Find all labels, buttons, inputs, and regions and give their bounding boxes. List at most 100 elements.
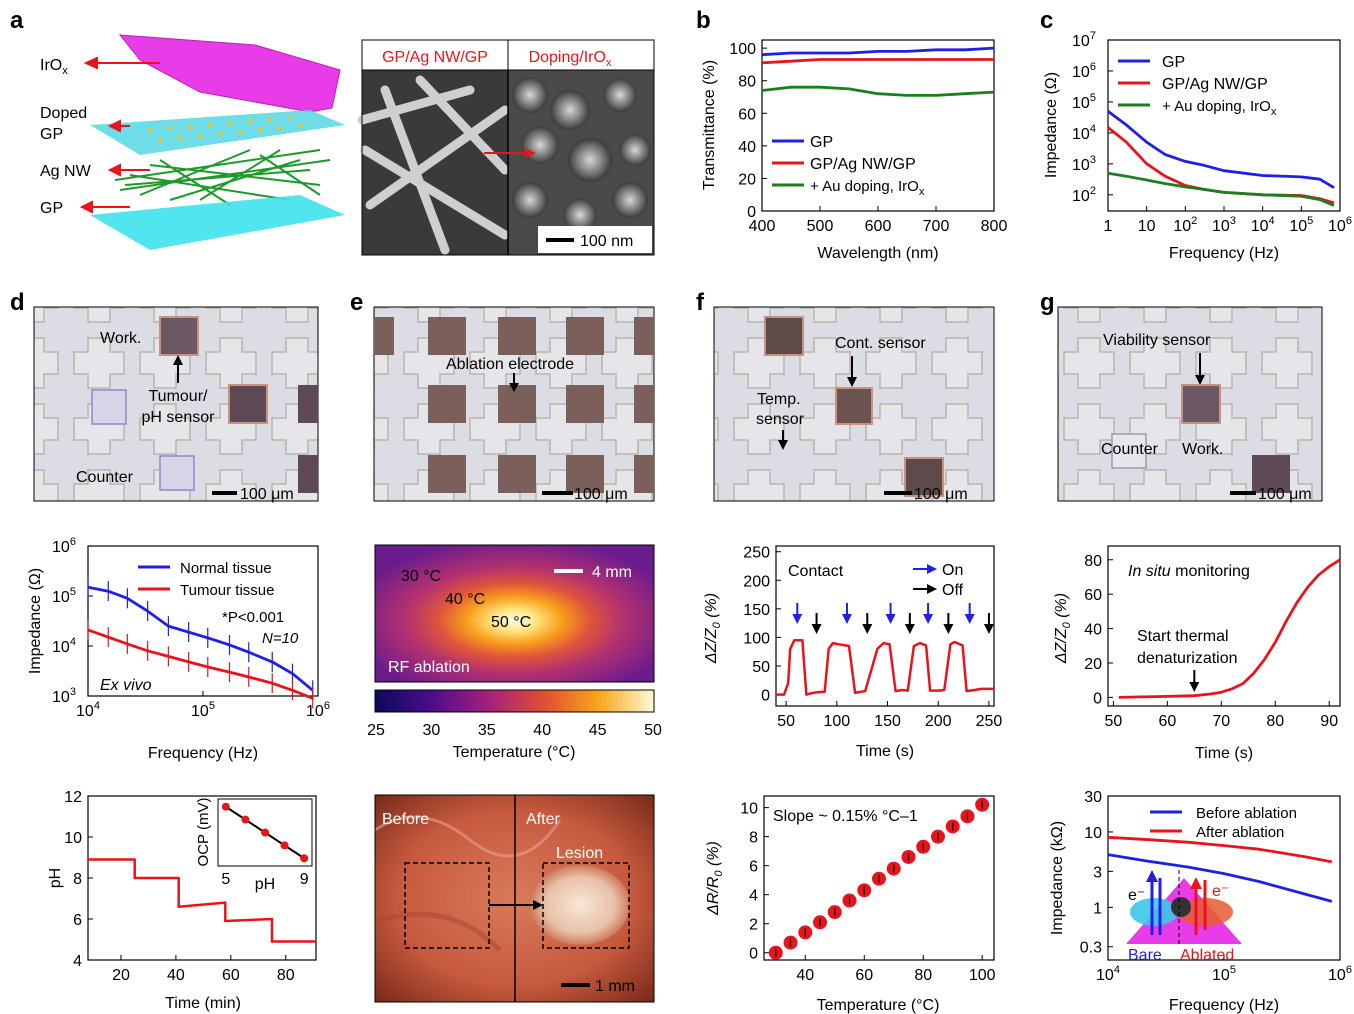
x-tick-label: 50 <box>777 713 795 730</box>
colorbar <box>374 689 655 713</box>
y-tick-label: 20 <box>738 171 756 188</box>
x-tick-label: 106 <box>1328 964 1352 984</box>
legend-label: GP <box>1162 54 1185 71</box>
line-series <box>761 85 995 97</box>
y-tick-label: 150 <box>743 602 770 619</box>
y-tick-label: 103 <box>52 686 76 706</box>
legend-on: On <box>942 562 963 579</box>
legend-label: + Au doping, IrOx <box>810 178 925 198</box>
photo-g-scalebar: 100 μm <box>1258 486 1312 503</box>
inset-bare: Bare <box>1128 947 1162 964</box>
legend-label: GP <box>810 134 833 151</box>
y-axis-label: Transmittance (%) <box>701 60 718 190</box>
line-series <box>776 639 994 696</box>
photo-d-tumour2: pH sensor <box>142 409 216 426</box>
chart-f-contact: 50 100 150 200 250 0 50 100 150 200 250 Contact On Of… <box>703 545 1002 760</box>
x-axis-label: Frequency (Hz) <box>148 745 258 762</box>
x-tick-label: 105 <box>191 700 215 720</box>
annotation-slope: Slope ~ 0.15% °C–1 <box>773 808 918 825</box>
x-tick-label: 150 <box>874 713 901 730</box>
inset-point <box>221 802 230 811</box>
y-tick-label: 107 <box>1072 30 1096 50</box>
line-series <box>88 858 316 943</box>
panel-letter-b: b <box>696 7 711 34</box>
y-tick-label: 60 <box>1084 587 1102 604</box>
layer-arrows <box>79 56 160 214</box>
label-gp: GP <box>40 200 63 217</box>
x-tick-label: 700 <box>923 218 950 235</box>
colorbar-tick: 35 <box>478 722 496 739</box>
y-tick-label: 10 <box>64 830 82 847</box>
thermal-scalebar: 4 mm <box>592 564 632 581</box>
y-axis-label: ΔR/R0 (%) <box>705 841 725 916</box>
y-tick-label: 200 <box>743 573 770 590</box>
x-tick-label: 1 <box>1104 218 1113 235</box>
y-tick-label: 250 <box>743 545 770 562</box>
x-tick-label: 80 <box>1266 713 1284 730</box>
inset-electron-right: e⁻ <box>1212 883 1229 900</box>
colorbar-ticks: 25 30 35 40 45 50 <box>367 722 662 739</box>
legend-label: Normal tissue <box>180 560 272 577</box>
x-tick-label: 800 <box>981 218 1008 235</box>
photo-g-work: Work. <box>1182 441 1223 458</box>
on-arrowhead <box>964 614 975 624</box>
x-tick-label: 105 <box>1289 215 1313 235</box>
x-tick-label: 50 <box>1104 713 1122 730</box>
photo-d-counter: Counter <box>76 469 134 486</box>
x-tick-label: 100 <box>969 967 996 984</box>
y-tick-label: 106 <box>52 536 76 556</box>
line-series <box>761 46 995 57</box>
chart-d-ph: 20 40 60 80 4 6 8 10 12 Time (min) pH 5 9 pH OCP (mV) <box>47 789 317 1012</box>
doped-gp-layer <box>90 110 345 155</box>
y-axis-label: Impedance (kΩ) <box>1049 821 1066 935</box>
e-arrowhead-red <box>1190 877 1202 889</box>
on-arrowhead <box>885 614 896 624</box>
x-tick-label: 70 <box>1212 713 1230 730</box>
x-tick-label: 102 <box>1173 215 1197 235</box>
x-tick-label: 103 <box>1212 215 1236 235</box>
sem-scalebar: 100 nm <box>580 233 633 250</box>
legend-off-arrowhead <box>927 584 937 594</box>
annotation-title: Contact <box>788 563 844 580</box>
y-tick-label: 104 <box>52 636 76 656</box>
inset-point <box>241 815 250 824</box>
plot-frame <box>763 795 995 961</box>
ag-nanowire-mesh <box>114 149 331 206</box>
y-tick-label: 50 <box>752 659 770 676</box>
y-tick-label: 10 <box>740 801 758 818</box>
y-tick-label: 20 <box>1084 656 1102 673</box>
y-tick-label: 80 <box>738 74 756 91</box>
y-tick-label: 105 <box>52 586 76 606</box>
lesion-scalebar: 1 mm <box>595 978 635 995</box>
inset-y-label: OCP (mV) <box>195 798 212 867</box>
label-doped-gp: GP <box>40 126 63 143</box>
inset-point <box>261 828 269 837</box>
colorbar-tick: 30 <box>423 722 441 739</box>
inset-electron-left: e⁻ <box>1128 887 1145 904</box>
x-tick-label: 250 <box>976 713 1003 730</box>
y-tick-label: 4 <box>749 888 758 905</box>
y-axis-label: ΔZ/Z0 (%) <box>703 593 723 664</box>
line-series <box>761 58 994 65</box>
label-doped: Doped <box>40 105 87 122</box>
x-axis-label: Time (min) <box>165 995 241 1012</box>
x-tick-label: 60 <box>222 967 240 984</box>
gp-layer <box>90 195 345 250</box>
y-axis-label: ΔZ/Z0 (%) <box>1053 593 1073 664</box>
lesion-before: Before <box>382 811 429 828</box>
inset-point <box>280 841 289 850</box>
colorbar-tick: 25 <box>367 722 385 739</box>
sem-nanowires <box>357 75 510 255</box>
x-tick-label: 105 <box>1212 964 1236 984</box>
photo-f-temp2: sensor <box>756 411 805 428</box>
photo-g-viability: Viability sensor <box>1103 332 1211 349</box>
plot-frame <box>1107 545 1341 707</box>
off-arrowhead <box>943 624 954 634</box>
panel-letter-e: e <box>350 289 363 316</box>
label-irox: IrOx <box>40 57 68 77</box>
y-tick-label: 40 <box>738 139 756 156</box>
photo-g-counter: Counter <box>1101 441 1159 458</box>
x-tick-label: 100 <box>823 713 850 730</box>
panel-letter-c: c <box>1040 7 1053 34</box>
